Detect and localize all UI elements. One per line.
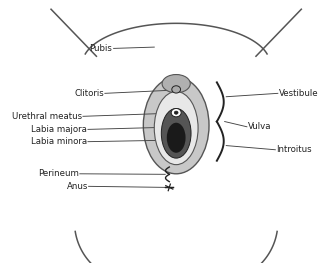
Ellipse shape xyxy=(161,109,191,158)
Text: Labia minora: Labia minora xyxy=(31,137,87,146)
Ellipse shape xyxy=(167,123,186,153)
Text: Vestibule: Vestibule xyxy=(279,89,318,98)
Ellipse shape xyxy=(162,74,190,93)
Ellipse shape xyxy=(154,92,198,165)
Text: Pubis: Pubis xyxy=(89,44,112,53)
Text: Labia majora: Labia majora xyxy=(31,125,87,134)
Ellipse shape xyxy=(172,86,181,93)
Text: Introitus: Introitus xyxy=(276,145,312,154)
Text: Urethral meatus: Urethral meatus xyxy=(12,112,82,121)
Text: Anus: Anus xyxy=(66,182,88,191)
Text: Vulva: Vulva xyxy=(248,122,272,131)
Text: Perineum: Perineum xyxy=(38,169,79,178)
Ellipse shape xyxy=(171,109,181,117)
Ellipse shape xyxy=(143,77,209,174)
Ellipse shape xyxy=(174,111,178,114)
Text: Clitoris: Clitoris xyxy=(74,89,104,98)
